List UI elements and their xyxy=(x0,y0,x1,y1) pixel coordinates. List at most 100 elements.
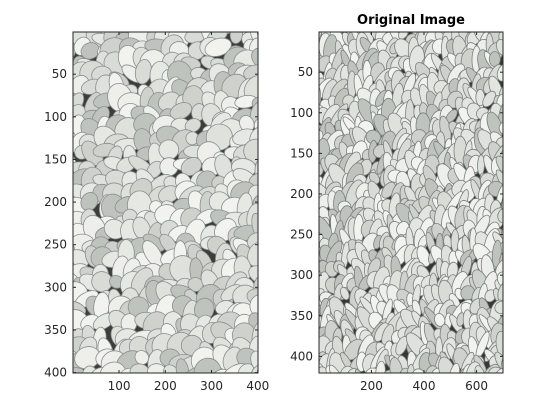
pebble xyxy=(99,361,127,373)
pebble xyxy=(502,52,503,68)
pebble xyxy=(129,363,150,373)
pebble xyxy=(482,90,497,108)
pebble xyxy=(300,23,319,44)
pebble xyxy=(169,102,193,120)
pebble xyxy=(319,361,326,373)
left-y-ticks: 50 100 150 200 250 300 350 400 xyxy=(44,67,258,380)
y-tick-label: 100 xyxy=(44,110,67,124)
pebble xyxy=(498,121,503,136)
pebble xyxy=(254,156,258,186)
pebble xyxy=(340,286,350,301)
pebble xyxy=(507,93,520,119)
x-tick-label: 300 xyxy=(200,379,223,393)
y-tick-label: 250 xyxy=(290,228,313,242)
pebble xyxy=(505,224,523,242)
pebble xyxy=(73,36,76,63)
pebble xyxy=(501,50,524,77)
pebble xyxy=(503,337,523,357)
y-tick-label: 50 xyxy=(52,67,67,81)
pebble xyxy=(319,32,320,34)
x-tick-label: 100 xyxy=(108,379,131,393)
pebble xyxy=(249,293,258,319)
pebble xyxy=(204,37,232,57)
pebble xyxy=(502,125,503,151)
y-tick-label: 250 xyxy=(44,238,67,252)
pebble xyxy=(247,242,258,267)
pebble xyxy=(502,65,519,91)
right-title: Original Image xyxy=(357,13,465,28)
left-x-ticks: 100 200 300 400 xyxy=(108,32,269,393)
pebble xyxy=(319,32,323,46)
left-image xyxy=(52,9,258,373)
pebble xyxy=(492,11,506,29)
pebble xyxy=(494,14,511,31)
y-tick-label: 400 xyxy=(44,366,67,380)
x-tick-label: 600 xyxy=(465,379,488,393)
pebble xyxy=(502,34,503,59)
pebble xyxy=(474,365,486,373)
pebble xyxy=(497,207,503,224)
pebble xyxy=(500,224,503,245)
pebble xyxy=(339,11,356,32)
pebble xyxy=(299,360,321,387)
pebble xyxy=(354,368,367,373)
pebble xyxy=(250,363,258,373)
pebble xyxy=(134,350,150,365)
pebble xyxy=(80,42,100,60)
pebble xyxy=(118,10,139,29)
left-subplot: 100 200 300 400 50 100 150 200 250 300 350 400 xyxy=(44,9,269,393)
x-tick-label: 200 xyxy=(360,379,383,393)
pebble xyxy=(500,190,527,223)
y-tick-label: 50 xyxy=(298,65,313,79)
pebble xyxy=(319,32,325,35)
right-y-ticks: 50 100 150 200 250 300 350 400 xyxy=(290,65,503,363)
y-tick-label: 150 xyxy=(290,146,313,160)
y-tick-label: 200 xyxy=(44,195,67,209)
pebble xyxy=(501,192,503,222)
pebble xyxy=(175,358,190,373)
pebble xyxy=(504,323,523,347)
right-x-ticks: 200 400 600 xyxy=(360,32,488,393)
y-tick-label: 300 xyxy=(44,280,67,294)
pebble xyxy=(506,236,519,257)
pebble xyxy=(495,367,503,373)
pebble xyxy=(303,160,318,176)
pebble xyxy=(250,350,258,372)
pebble xyxy=(506,26,518,55)
x-tick-label: 200 xyxy=(154,379,177,393)
pebble xyxy=(480,14,497,32)
pebble xyxy=(508,299,517,322)
pebble xyxy=(448,362,461,373)
pebble xyxy=(502,182,525,206)
pebble xyxy=(505,208,514,221)
pebble xyxy=(398,367,413,373)
y-tick-label: 350 xyxy=(290,309,313,323)
pebble xyxy=(319,85,322,115)
pebble xyxy=(52,125,73,140)
pebble xyxy=(499,250,503,268)
pebble xyxy=(494,300,503,314)
x-tick-label: 400 xyxy=(246,379,269,393)
right-axes-box xyxy=(318,31,504,374)
pebble xyxy=(238,363,255,373)
y-tick-label: 200 xyxy=(290,187,313,201)
pebble xyxy=(80,192,99,212)
y-tick-label: 100 xyxy=(290,106,313,120)
pebble xyxy=(505,101,522,120)
pebble xyxy=(184,118,202,133)
pebble xyxy=(302,284,317,310)
right-subplot: 200 400 600 50 100 150 200 250 300 350 400 Origin… xyxy=(290,11,527,393)
pebble xyxy=(406,363,415,373)
pebble xyxy=(82,9,108,32)
pebble xyxy=(476,13,491,28)
pebble xyxy=(306,35,319,62)
x-tick-label: 400 xyxy=(413,379,436,393)
pebble xyxy=(496,63,503,82)
pebble xyxy=(73,259,75,278)
pebble xyxy=(503,256,523,283)
pebble xyxy=(329,364,347,373)
pebble xyxy=(252,193,258,215)
y-tick-label: 300 xyxy=(290,268,313,282)
pebble xyxy=(501,111,521,137)
